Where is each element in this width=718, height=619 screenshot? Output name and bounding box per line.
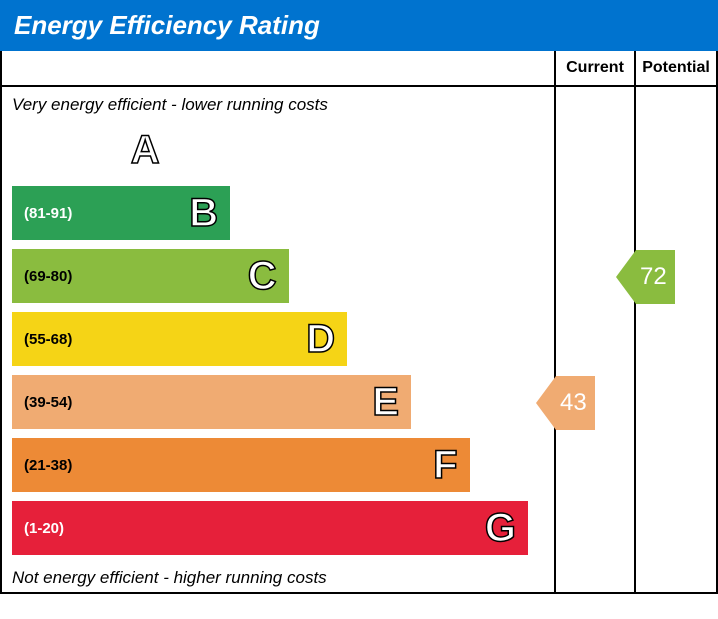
current-marker: 43	[536, 376, 595, 430]
band-row-a: (92 plus) A	[2, 119, 554, 182]
current-header: Current	[556, 51, 634, 87]
potential-column: Potential 72	[636, 51, 716, 592]
band-bar-c: (69-80) C	[12, 249, 289, 303]
caption-bottom: Not energy efficient - higher running co…	[2, 560, 554, 592]
band-row-e: (39-54) E	[2, 371, 554, 434]
bands-area: (92 plus) A (81-91) B (69-80) C (55-68) D (39-54…	[2, 119, 554, 560]
current-marker-pointer	[536, 376, 556, 430]
band-row-d: (55-68) D	[2, 308, 554, 371]
band-letter-b: B	[189, 191, 218, 236]
potential-marker-pointer	[616, 250, 636, 304]
potential-header: Potential	[636, 51, 716, 87]
caption-top: Very energy efficient - lower running co…	[2, 87, 554, 119]
band-range-e: (39-54)	[12, 394, 72, 411]
chart-title: Energy Efficiency Rating	[0, 0, 718, 51]
band-row-b: (81-91) B	[2, 182, 554, 245]
band-row-g: (1-20) G	[2, 497, 554, 560]
band-bar-b: (81-91) B	[12, 186, 230, 240]
band-range-c: (69-80)	[12, 268, 72, 285]
chart-body: Very energy efficient - lower running co…	[0, 51, 718, 594]
bands-column: Very energy efficient - lower running co…	[2, 51, 556, 592]
potential-marker: 72	[616, 250, 675, 304]
band-letter-a: A	[131, 128, 160, 173]
band-range-b: (81-91)	[12, 205, 72, 222]
band-letter-e: E	[372, 380, 399, 425]
band-bar-e: (39-54) E	[12, 375, 411, 429]
band-bar-d: (55-68) D	[12, 312, 347, 366]
current-marker-value: 43	[556, 376, 595, 430]
band-row-f: (21-38) F	[2, 434, 554, 497]
band-letter-d: D	[306, 317, 335, 362]
potential-marker-value: 72	[636, 250, 675, 304]
epc-chart: Energy Efficiency Rating Very energy eff…	[0, 0, 718, 594]
band-letter-f: F	[433, 443, 457, 488]
band-range-f: (21-38)	[12, 457, 72, 474]
band-bar-f: (21-38) F	[12, 438, 470, 492]
band-range-g: (1-20)	[12, 520, 64, 537]
band-bar-g: (1-20) G	[12, 501, 528, 555]
current-column: Current 43	[556, 51, 636, 592]
band-range-a: (92 plus)	[12, 142, 86, 159]
band-letter-g: G	[485, 506, 516, 551]
band-row-c: (69-80) C	[2, 245, 554, 308]
band-range-d: (55-68)	[12, 331, 72, 348]
band-bar-a: (92 plus) A	[12, 123, 172, 177]
bands-header-spacer	[2, 51, 554, 87]
band-letter-c: C	[248, 254, 277, 299]
